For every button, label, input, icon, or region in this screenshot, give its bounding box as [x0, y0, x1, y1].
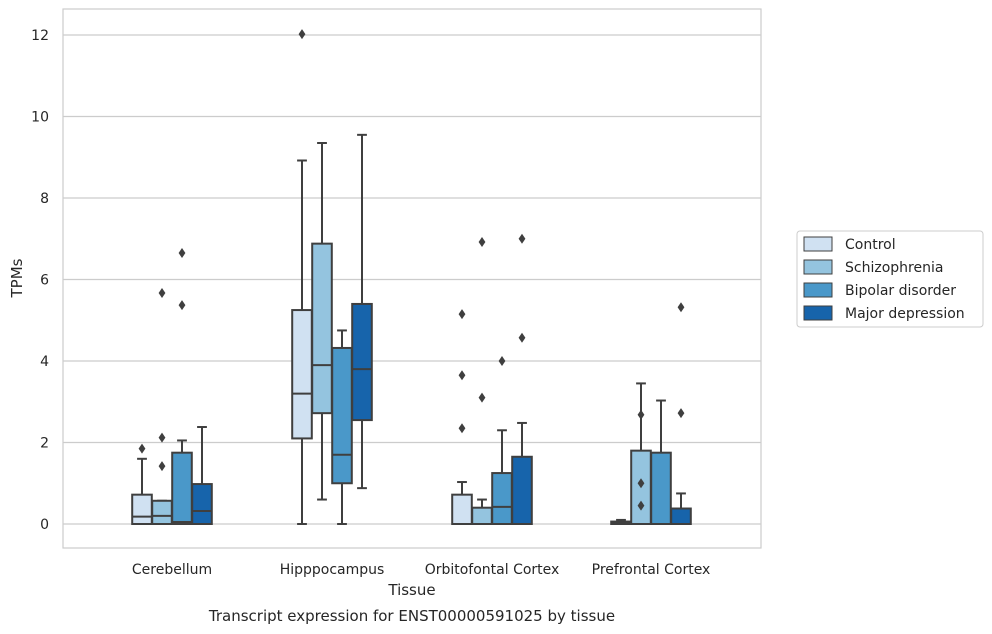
outlier-point [677, 302, 685, 313]
x-tick-labels: Cerebellum Hipppocampus Orbitofontal Corte… [132, 562, 710, 578]
box [451, 493, 473, 526]
outlier-point [178, 248, 186, 259]
y-tick-label: 6 [40, 273, 49, 289]
box [171, 451, 193, 525]
legend-label: Control [845, 237, 896, 253]
x-tick-label: Hipppocampus [280, 562, 385, 578]
legend-swatch [803, 236, 833, 252]
box [511, 455, 533, 526]
legend-label: Bipolar disorder [845, 283, 956, 299]
legend-label: Major depression [845, 306, 965, 322]
outlier-point [478, 237, 486, 248]
box [471, 506, 493, 526]
outlier-point [298, 29, 306, 40]
chart-title: Transcript expression for ENST0000059102… [208, 607, 615, 625]
box [650, 451, 672, 525]
x-tick-label: Prefrontal Cortex [592, 562, 711, 578]
y-tick-label: 4 [40, 354, 49, 370]
y-tick-label: 12 [31, 28, 49, 44]
outlier-point [178, 300, 186, 311]
x-tick-label: Cerebellum [132, 562, 212, 578]
y-tick-label: 10 [31, 110, 49, 126]
outlier-point [637, 500, 645, 511]
outlier-point [518, 332, 526, 343]
outlier-point [637, 409, 645, 420]
outlier-point [498, 356, 506, 366]
box [331, 346, 353, 485]
outlier-point [458, 309, 466, 320]
y-axis-label: TPMs [8, 258, 26, 298]
series-schizophrenia [151, 141, 652, 526]
box [491, 472, 513, 525]
y-tick-label: 2 [40, 436, 49, 452]
outlier-point [158, 432, 166, 443]
box-series [131, 29, 692, 526]
legend-label: Schizophrenia [845, 260, 943, 276]
y-tick-labels: 0 2 4 6 8 10 12 [31, 28, 49, 533]
legend: Control Schizophrenia Bipolar disorder Majo… [796, 230, 984, 328]
box [351, 302, 373, 422]
outlier-point [138, 443, 146, 454]
box [670, 507, 692, 526]
legend-frame [796, 230, 984, 328]
outlier-point [458, 370, 466, 381]
legend-swatch [803, 305, 833, 321]
outlier-point [478, 392, 486, 403]
outlier-point [518, 233, 526, 244]
outlier-point [458, 423, 466, 434]
box [191, 483, 213, 526]
outlier-point [158, 461, 166, 472]
outlier-point [158, 287, 166, 298]
outlier-point [637, 478, 645, 489]
series-bipolar-disorder [171, 248, 672, 525]
box [291, 309, 313, 440]
box [131, 493, 153, 526]
x-axis-label: Tissue [387, 581, 435, 599]
legend-swatch [803, 259, 833, 275]
y-tick-label: 0 [40, 517, 49, 533]
box [151, 499, 173, 525]
box [311, 242, 333, 415]
series-major-depression [191, 133, 692, 526]
y-tick-label: 8 [40, 191, 49, 207]
outlier-point [677, 408, 685, 419]
legend-swatch [803, 282, 833, 298]
x-tick-label: Orbitofontal Cortex [425, 562, 560, 578]
